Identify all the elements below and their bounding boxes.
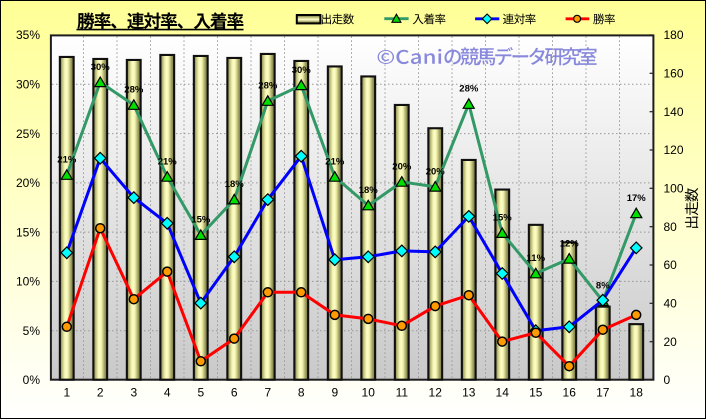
svg-text:100: 100 [664, 182, 684, 196]
svg-text:18: 18 [630, 386, 644, 400]
svg-text:25%: 25% [16, 127, 40, 141]
svg-text:20%: 20% [426, 166, 446, 177]
svg-text:30%: 30% [91, 62, 111, 73]
svg-text:120: 120 [664, 143, 684, 157]
svg-text:17%: 17% [627, 193, 647, 204]
svg-text:16: 16 [563, 386, 577, 400]
svg-text:140: 140 [664, 105, 684, 119]
svg-text:12%: 12% [560, 238, 580, 249]
svg-text:17: 17 [596, 386, 610, 400]
svg-text:11: 11 [396, 386, 409, 400]
svg-text:30%: 30% [292, 65, 312, 76]
svg-text:7: 7 [264, 386, 271, 400]
svg-text:13: 13 [462, 386, 476, 400]
svg-text:12: 12 [429, 386, 443, 400]
svg-text:11%: 11% [527, 253, 546, 264]
svg-text:28%: 28% [124, 85, 144, 96]
svg-text:9: 9 [331, 386, 338, 400]
svg-text:10: 10 [362, 386, 376, 400]
svg-text:18%: 18% [225, 179, 245, 190]
svg-text:15: 15 [529, 386, 543, 400]
svg-text:20: 20 [664, 335, 678, 349]
svg-text:8%: 8% [596, 281, 610, 292]
svg-text:28%: 28% [258, 81, 278, 92]
svg-text:160: 160 [664, 67, 684, 81]
svg-text:15%: 15% [493, 213, 513, 224]
svg-text:0: 0 [664, 373, 671, 387]
svg-text:15%: 15% [16, 225, 40, 239]
svg-text:21%: 21% [158, 156, 178, 167]
svg-text:3: 3 [130, 386, 137, 400]
svg-text:80: 80 [664, 220, 678, 234]
svg-text:21%: 21% [325, 156, 345, 167]
svg-text:20%: 20% [16, 176, 40, 190]
svg-text:0%: 0% [23, 373, 41, 387]
svg-text:40: 40 [664, 297, 678, 311]
svg-text:2: 2 [97, 386, 104, 400]
svg-text:14: 14 [496, 386, 510, 400]
svg-text:30%: 30% [16, 78, 40, 92]
svg-text:21%: 21% [57, 155, 77, 166]
svg-text:5%: 5% [23, 324, 41, 338]
svg-text:5: 5 [197, 386, 204, 400]
svg-text:20%: 20% [392, 161, 412, 172]
svg-text:18%: 18% [359, 185, 379, 196]
svg-text:35%: 35% [16, 28, 40, 42]
svg-text:28%: 28% [459, 84, 479, 95]
svg-text:8: 8 [298, 386, 305, 400]
svg-text:4: 4 [164, 386, 171, 400]
svg-text:15%: 15% [191, 215, 211, 226]
svg-text:10%: 10% [16, 275, 40, 289]
svg-text:180: 180 [664, 28, 684, 42]
svg-text:6: 6 [231, 386, 238, 400]
svg-text:1: 1 [63, 386, 70, 400]
svg-text:60: 60 [664, 258, 678, 272]
